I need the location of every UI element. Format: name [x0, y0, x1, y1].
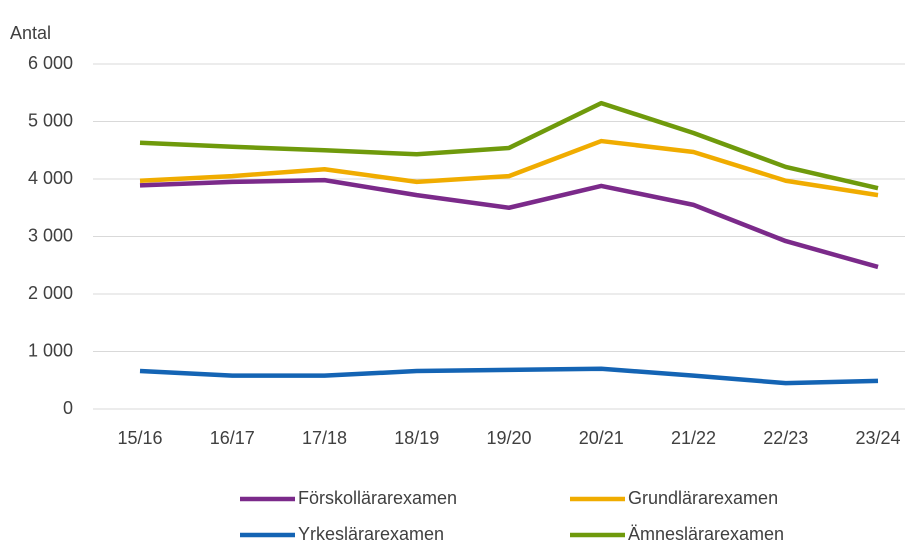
y-tick-label: 3 000	[28, 225, 73, 245]
x-tick-label: 22/23	[763, 428, 808, 448]
series-line	[139, 177, 879, 270]
y-tick-label: 0	[63, 398, 73, 418]
legend-label: Yrkeslärarexamen	[298, 524, 444, 544]
y-tick-label: 4 000	[28, 168, 73, 188]
x-tick-label: 20/21	[579, 428, 624, 448]
series-line	[139, 138, 879, 198]
series-line	[139, 100, 879, 191]
x-tick-label: 17/18	[302, 428, 347, 448]
legend-label: Ämneslärarexamen	[628, 524, 784, 544]
y-tick-label: 2 000	[28, 283, 73, 303]
x-tick-label: 18/19	[394, 428, 439, 448]
series-line	[139, 366, 879, 386]
legend-label: Förskollärarexamen	[298, 488, 457, 508]
y-axis-label: Antal	[10, 23, 51, 43]
y-tick-label: 6 000	[28, 53, 73, 73]
legend-label: Grundlärarexamen	[628, 488, 778, 508]
x-tick-label: 15/16	[117, 428, 162, 448]
x-tick-label: 21/22	[671, 428, 716, 448]
x-tick-label: 16/17	[210, 428, 255, 448]
y-tick-label: 5 000	[28, 110, 73, 130]
x-tick-label: 19/20	[486, 428, 531, 448]
y-tick-label: 1 000	[28, 340, 73, 360]
x-tick-label: 23/24	[855, 428, 900, 448]
